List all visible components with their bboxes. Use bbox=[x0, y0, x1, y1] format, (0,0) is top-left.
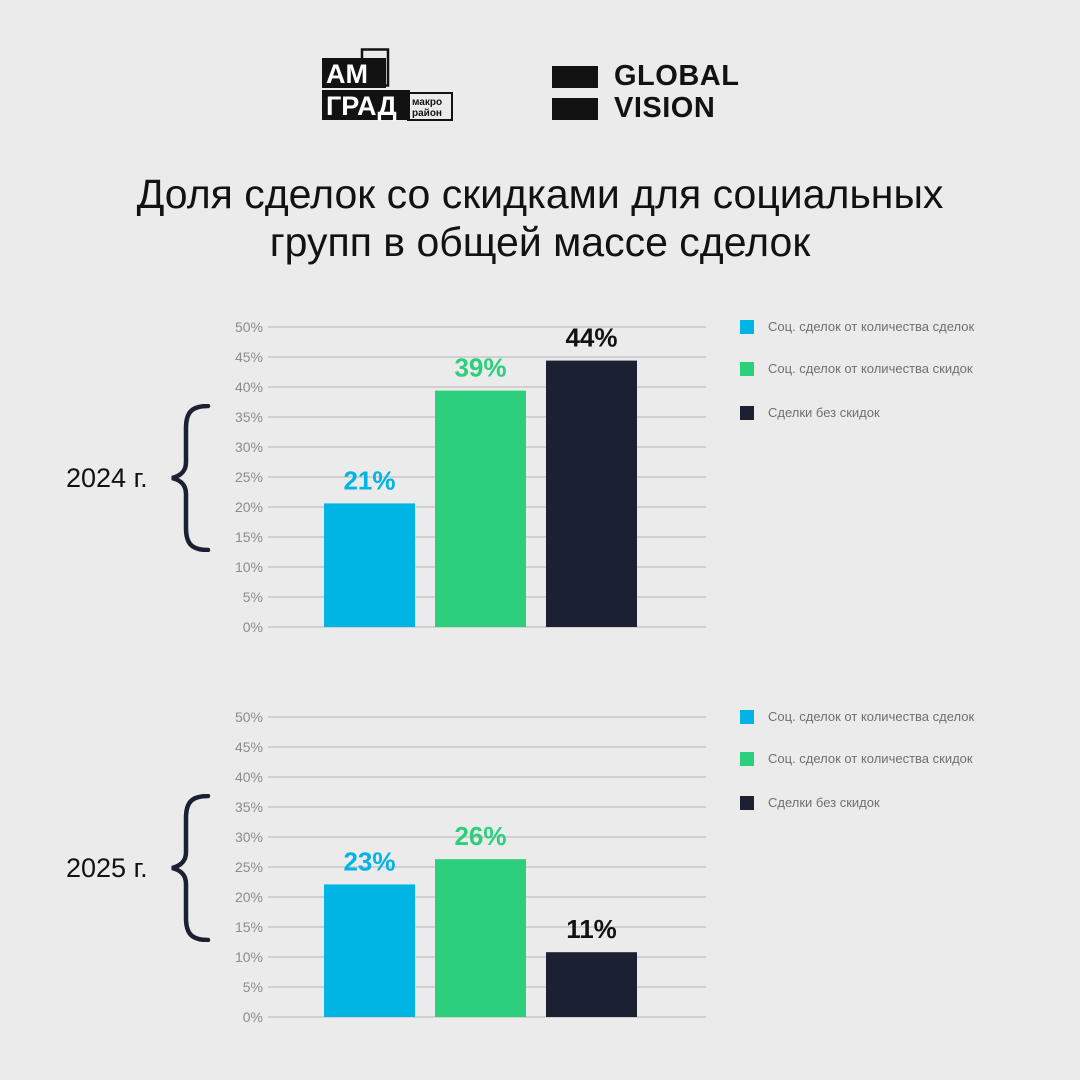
y-tick-label: 5% bbox=[243, 589, 263, 605]
bar-chart-2025: 0% 5% 10% 15% 20% 25% 30% 35% 40% 45% 50% 23% 26% 11% bbox=[235, 709, 706, 1025]
amgrad-logo-line4: район bbox=[412, 108, 442, 119]
legend-swatch-dark bbox=[740, 406, 754, 420]
legend-label: Соц. сделок от количества скидок bbox=[768, 751, 973, 766]
bar-chart-2024: 0% 5% 10% 15% 20% 25% 30% 35% 40% 45% 50% 21% 39% 44% bbox=[235, 319, 706, 635]
bar-soc-discounts-share bbox=[435, 390, 526, 627]
bar-value-label: 44% bbox=[565, 323, 617, 353]
y-tick-label: 40% bbox=[235, 379, 263, 395]
global-vision-logo-text: GLOBAL VISION bbox=[614, 62, 739, 123]
year-label-2024: 2024 г. bbox=[66, 463, 148, 493]
global-vision-logo: GLOBAL VISION bbox=[552, 62, 752, 124]
y-tick-label: 35% bbox=[235, 799, 263, 815]
legend-label: Соц. сделок от количества сделок bbox=[768, 319, 975, 334]
y-tick-label: 30% bbox=[235, 439, 263, 455]
legend-swatch-green bbox=[740, 752, 754, 766]
legend-swatch-dark bbox=[740, 796, 754, 810]
y-tick-label: 45% bbox=[235, 739, 263, 755]
global-vision-logo-line2: VISION bbox=[614, 92, 716, 124]
y-tick-label: 15% bbox=[235, 529, 263, 545]
y-tick-label: 10% bbox=[235, 559, 263, 575]
legend-swatch-blue bbox=[740, 710, 754, 724]
y-tick-label: 20% bbox=[235, 889, 263, 905]
amgrad-logo-line1: АМ bbox=[326, 59, 368, 89]
y-tick-label: 40% bbox=[235, 769, 263, 785]
legend-label: Соц. сделок от количества скидок bbox=[768, 361, 973, 376]
bar-value-label: 11% bbox=[566, 914, 617, 944]
bar-no-discount-deals bbox=[546, 360, 637, 627]
y-tick-label: 50% bbox=[235, 319, 263, 335]
y-tick-label: 50% bbox=[235, 709, 263, 725]
legend-swatch-green bbox=[740, 362, 754, 376]
page-title-line2: групп в общей массе сделок bbox=[269, 219, 811, 265]
y-tick-label: 45% bbox=[235, 349, 263, 365]
bar-value-label: 26% bbox=[454, 821, 506, 851]
legend-label: Сделки без скидок bbox=[768, 405, 880, 420]
y-tick-label: 25% bbox=[235, 469, 263, 485]
y-tick-label: 5% bbox=[243, 979, 263, 995]
bar-value-label: 39% bbox=[454, 353, 506, 383]
page-title: Доля сделок со скидками для социальных г… bbox=[40, 170, 1040, 266]
y-tick-label: 35% bbox=[235, 409, 263, 425]
bar-no-discount-deals bbox=[546, 952, 637, 1017]
bar-soc-deals-share bbox=[324, 884, 415, 1017]
global-vision-bar-top bbox=[552, 66, 598, 88]
y-tick-label: 0% bbox=[243, 1009, 263, 1025]
bar-soc-discounts-share bbox=[435, 859, 526, 1017]
amgrad-logo-line2: ГРАД bbox=[326, 91, 397, 121]
curly-brace-icon bbox=[171, 794, 211, 942]
amgrad-logo-line3: макро bbox=[412, 97, 442, 108]
y-tick-label: 10% bbox=[235, 949, 263, 965]
y-tick-label: 25% bbox=[235, 859, 263, 875]
bar-value-label: 23% bbox=[343, 846, 395, 876]
page-title-line1: Доля сделок со скидками для социальных bbox=[136, 171, 944, 217]
y-tick-label: 30% bbox=[235, 829, 263, 845]
y-tick-label: 15% bbox=[235, 919, 263, 935]
global-vision-bar-bottom bbox=[552, 98, 598, 120]
legend-label: Сделки без скидок bbox=[768, 795, 880, 810]
y-tick-label: 0% bbox=[243, 619, 263, 635]
global-vision-logo-line1: GLOBAL bbox=[614, 60, 740, 92]
bar-soc-deals-share bbox=[324, 503, 415, 627]
bar-value-label: 21% bbox=[343, 465, 395, 495]
legend-label: Соц. сделок от количества сделок bbox=[768, 709, 975, 724]
amgrad-logo: АМ ГРАД макро район bbox=[322, 48, 453, 121]
curly-brace-icon bbox=[171, 404, 211, 552]
legend-swatch-blue bbox=[740, 320, 754, 334]
year-label-2025: 2025 г. bbox=[66, 853, 148, 883]
y-tick-label: 20% bbox=[235, 499, 263, 515]
